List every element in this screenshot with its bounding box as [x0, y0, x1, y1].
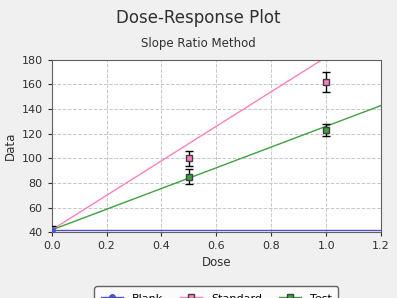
Text: Slope Ratio Method: Slope Ratio Method	[141, 37, 256, 50]
X-axis label: Dose: Dose	[202, 256, 231, 268]
Y-axis label: Data: Data	[4, 132, 17, 160]
Legend: Blank, Standard, Test: Blank, Standard, Test	[94, 286, 338, 298]
Text: Dose-Response Plot: Dose-Response Plot	[116, 9, 281, 27]
